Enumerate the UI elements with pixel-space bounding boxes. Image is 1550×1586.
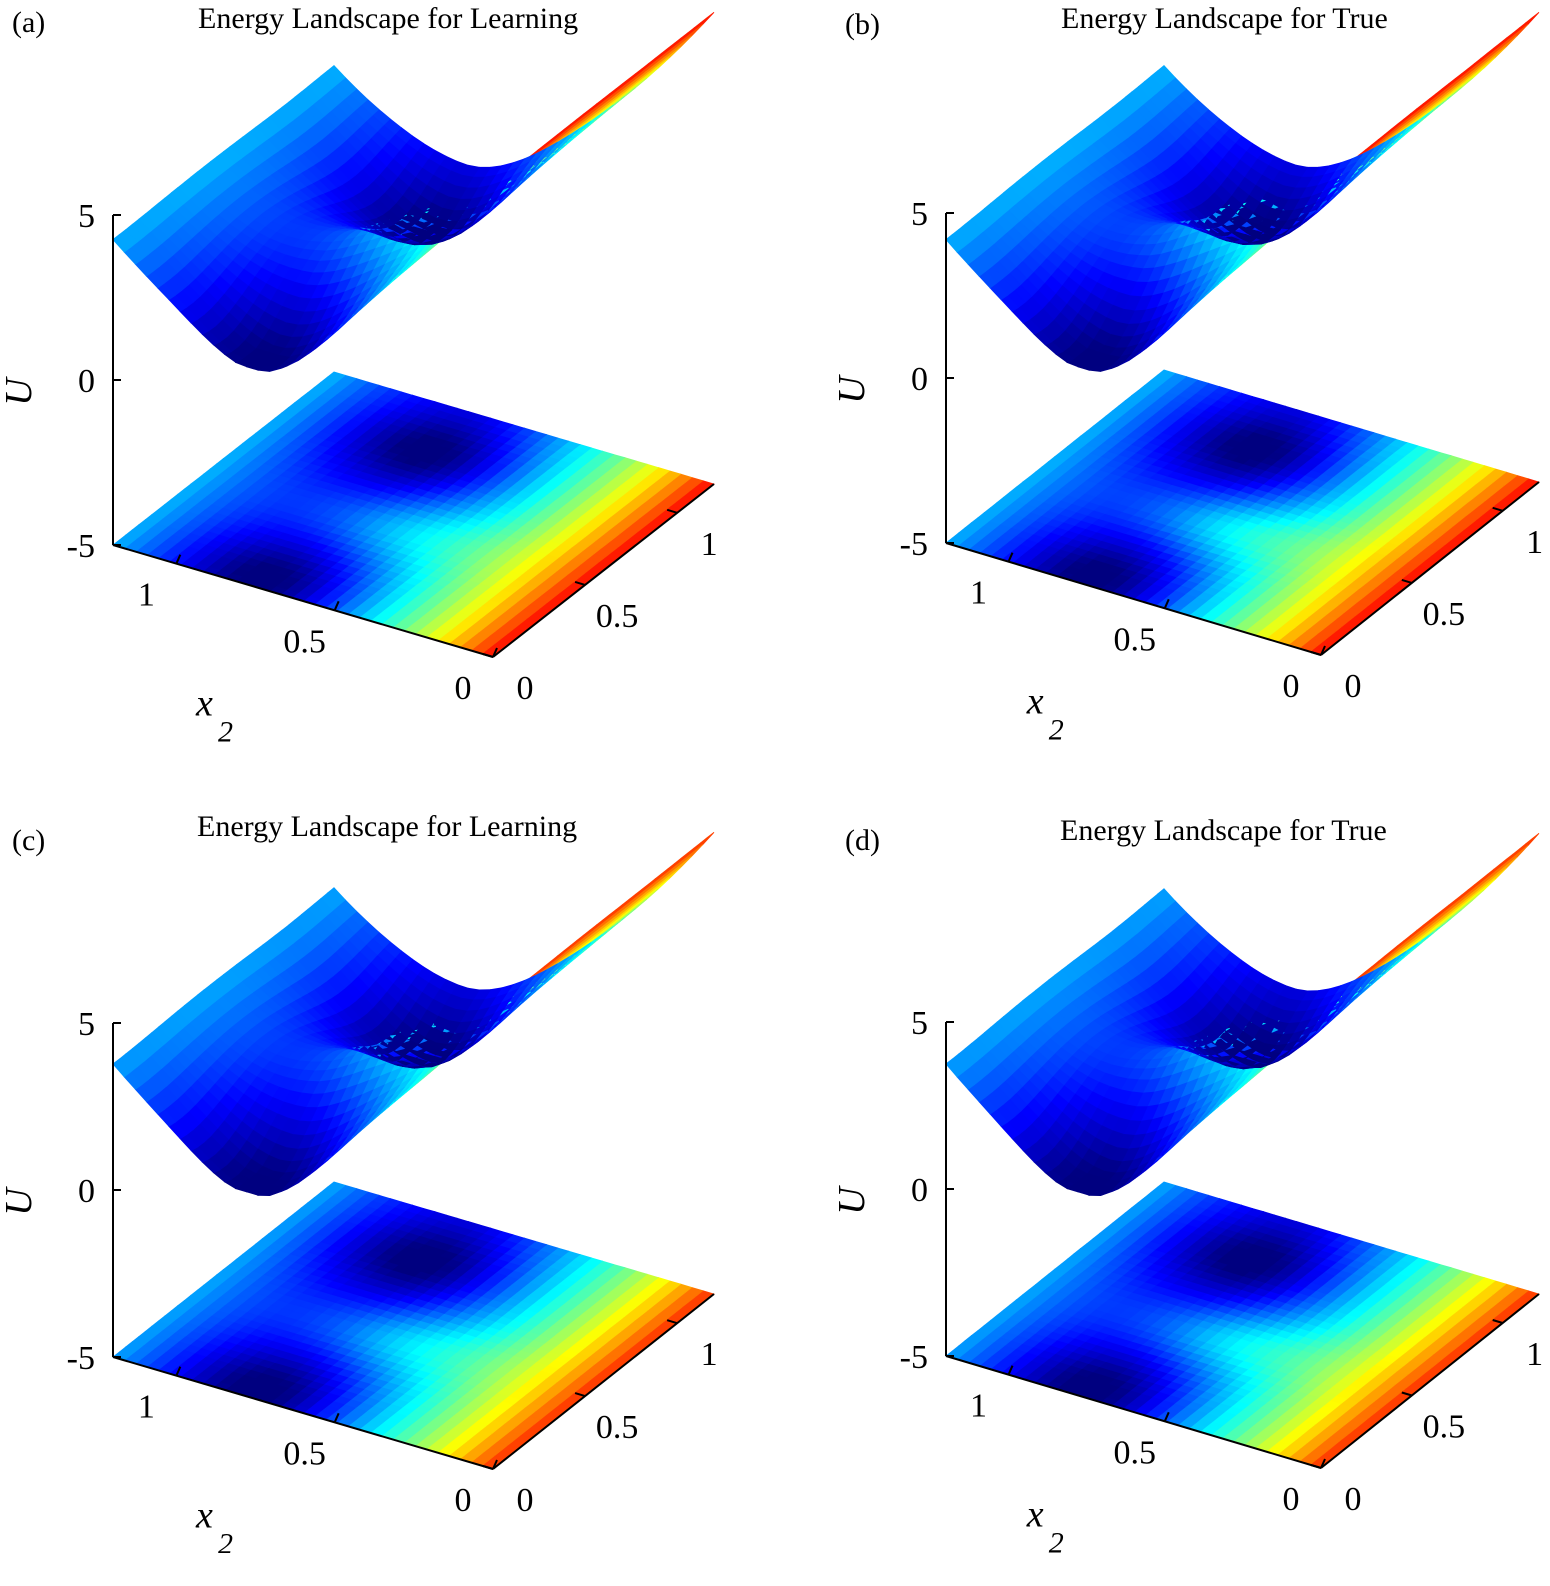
x1-tick-label: 1	[1526, 524, 1543, 561]
u-axis-label: U	[833, 374, 873, 404]
u-tick-label: -5	[900, 526, 928, 563]
u-tick-label: 5	[911, 196, 928, 233]
energy-surface	[946, 12, 1539, 371]
energy-surface	[113, 12, 714, 371]
u-tick-label: -5	[67, 528, 95, 565]
x2-tick-label: 1	[138, 577, 155, 614]
x2-tick-label: 1	[970, 575, 987, 612]
u-tick-label: 0	[911, 361, 928, 398]
x1-tick-label: 0	[1345, 668, 1362, 705]
x1-tick-label: 1	[701, 526, 718, 563]
x1-tick-label: 0.5	[1423, 596, 1466, 633]
x2-tick-label: 0.5	[283, 623, 326, 660]
x2-axis-label: x2	[1026, 680, 1064, 746]
x2-axis-label: x2	[195, 682, 233, 748]
u-tick-label: 0	[78, 363, 95, 400]
x2-tick-label: 0	[455, 670, 472, 707]
u-tick-label: 5	[78, 198, 95, 235]
x1-tick-label: 0.5	[596, 598, 639, 635]
x2-tick-label: 0.5	[1114, 621, 1157, 658]
x2-tick-label: 0	[1283, 668, 1300, 705]
x1-tick-label: 0	[517, 670, 534, 707]
u-axis-label: U	[0, 376, 40, 406]
